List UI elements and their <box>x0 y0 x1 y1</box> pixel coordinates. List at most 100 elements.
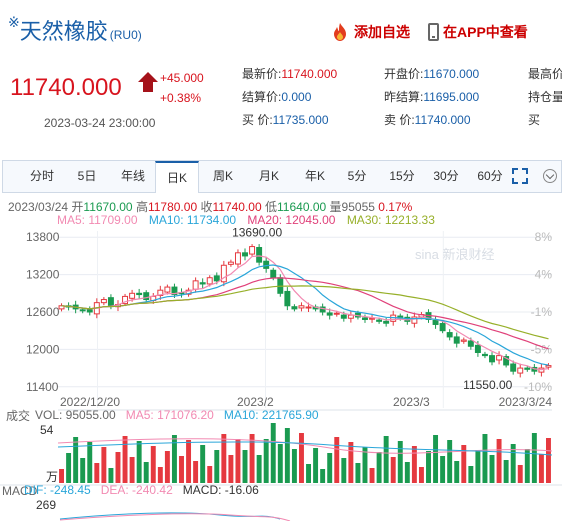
volume-bar <box>355 463 361 483</box>
field-settle: 结算价:0.000 <box>242 90 312 104</box>
tab-5day[interactable]: 5日 <box>77 169 97 183</box>
volume-bar <box>482 434 488 483</box>
volume-bar <box>129 457 135 483</box>
last-price: 11740.000 <box>10 74 122 101</box>
x-tick-label: 2023/2 <box>237 395 274 409</box>
candle-body <box>369 317 376 320</box>
period-tabs: 分时 5日 年线 日K 周K 月K 年K 5分 15分 30分 60分 <box>2 160 562 193</box>
volume-bar <box>221 434 227 483</box>
volume-bar <box>228 455 234 483</box>
fullscreen-icon[interactable] <box>512 168 528 184</box>
volume-bar <box>376 452 382 483</box>
candle-body <box>411 316 418 324</box>
volume-bar <box>383 436 389 483</box>
volume-bar <box>369 468 375 483</box>
volume-bar <box>277 444 283 483</box>
candle-body <box>256 247 263 263</box>
view-in-app-button[interactable]: 在APP中查看 <box>428 22 528 42</box>
volume-bar <box>270 423 276 483</box>
tab-60min[interactable]: 60分 <box>477 169 503 183</box>
x-tick-label: 2023/3/24 <box>499 395 553 409</box>
volume-bar <box>517 465 523 483</box>
candle-body <box>284 290 291 307</box>
volume-bar <box>108 468 114 483</box>
ma20-legend: MA20: 12045.00 <box>247 213 336 227</box>
candle-body <box>185 289 192 295</box>
pct-tick-label: -5% <box>531 342 553 356</box>
tab-yearly-k[interactable]: 年K <box>304 169 325 183</box>
candle-body <box>439 323 446 332</box>
volume-bar <box>461 445 467 483</box>
change-value: +45.000 <box>160 71 204 85</box>
volume-bar <box>150 446 156 483</box>
candle-body <box>496 355 503 361</box>
volume-panel-label: 成交 <box>6 408 30 423</box>
candle-body <box>227 261 234 265</box>
title-text: 天然橡胶 <box>19 19 108 44</box>
ma-line <box>61 277 549 350</box>
tab-5min[interactable]: 5分 <box>347 169 367 183</box>
candle-body <box>383 320 390 324</box>
volume-bar <box>362 447 368 483</box>
volume-bar <box>143 462 149 483</box>
volume-bar <box>80 458 86 483</box>
ma-legend: MA5: 11709.00 MA10: 11734.00 MA20: 12045… <box>57 213 443 227</box>
pct-tick-label: 8% <box>535 230 553 244</box>
view-in-app-label: 在APP中查看 <box>443 24 528 40</box>
volume-bar <box>496 439 502 483</box>
add-favorite-button[interactable]: 添加自选 <box>330 22 410 42</box>
y-tick-label: 12000 <box>26 342 60 356</box>
volume-bar <box>101 447 107 483</box>
field-bid-vol: 买 <box>528 113 541 127</box>
y-tick-label: 12600 <box>26 305 60 319</box>
candle-body <box>263 260 270 269</box>
candle-body <box>333 312 340 315</box>
candle-body <box>234 252 241 265</box>
tab-daily-k[interactable]: 日K <box>155 161 199 193</box>
volume-bar <box>546 438 551 483</box>
field-latest: 最新价:11740.000 <box>242 67 338 81</box>
ma-line <box>61 255 549 371</box>
tab-monthly-k[interactable]: 月K <box>258 169 279 183</box>
volume-bar <box>433 435 439 483</box>
volume-bar <box>186 440 192 483</box>
volume-info: VOL: 95055.00 MA5: 171076.20 MA10: 22176… <box>35 408 319 422</box>
volume-bar <box>348 442 354 483</box>
tab-intraday[interactable]: 分时 <box>29 169 54 183</box>
tab-weekly-k[interactable]: 周K <box>212 169 233 183</box>
volume-bar <box>291 449 297 483</box>
flame-icon <box>334 23 346 41</box>
candle-body <box>100 299 107 304</box>
candlestick-svg[interactable]: 13800 8% 13200 4% 12600 -1% 12000 -5% 11400 -10% s… <box>0 193 562 521</box>
candle-body <box>362 317 368 320</box>
macd-dea-line <box>59 513 291 521</box>
candle-body <box>298 305 305 309</box>
y-tick-label: 11400 <box>26 380 59 394</box>
candle-body <box>79 309 86 312</box>
quote-datetime: 2023-03-24 23:00:00 <box>44 116 156 130</box>
macd-info: DIF: -248.45 DEA: -240.42 MACD: -16.06 <box>24 483 259 497</box>
volume-bar <box>390 457 396 483</box>
candle-body <box>206 277 213 285</box>
volume-bar <box>59 469 64 483</box>
candle-body <box>347 314 354 319</box>
candle-body <box>503 356 510 366</box>
candle-body <box>192 280 199 290</box>
candle-body <box>86 309 93 313</box>
tab-15min[interactable]: 15分 <box>389 169 415 183</box>
ma5-legend: MA5: 11709.00 <box>57 213 138 227</box>
more-dropdown-icon[interactable] <box>543 169 557 183</box>
tab-yearline[interactable]: 年线 <box>120 169 145 183</box>
volume-bar <box>397 441 403 483</box>
volume-bar <box>122 436 128 483</box>
candle-body <box>489 355 495 363</box>
volume-bar <box>157 467 163 483</box>
field-open-interest: 持仓量 <box>528 90 562 104</box>
volume-bar <box>299 433 304 483</box>
volume-bar <box>489 455 495 483</box>
candle-body <box>164 286 171 293</box>
candle-body <box>107 297 114 307</box>
tab-30min[interactable]: 30分 <box>433 169 459 183</box>
candle-body <box>143 292 150 301</box>
candle-body <box>171 286 178 296</box>
